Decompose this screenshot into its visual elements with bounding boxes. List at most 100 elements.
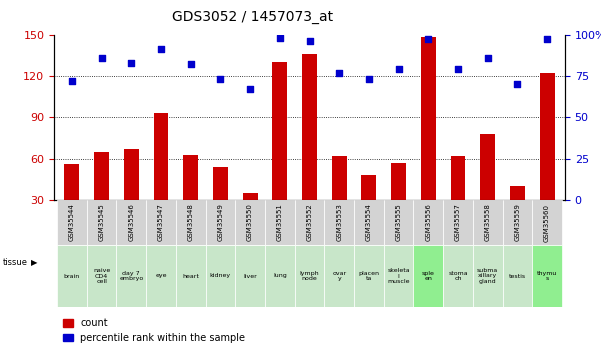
Text: eye: eye [155,274,166,278]
Bar [325,200,354,245]
Bar [57,245,87,307]
Point [424,37,433,42]
Text: GSM35551: GSM35551 [277,204,283,241]
Text: liver: liver [243,274,257,278]
Text: GSM35552: GSM35552 [307,204,313,241]
Bar [235,200,265,245]
Text: GSM35545: GSM35545 [99,204,105,241]
Bar [265,245,294,307]
Text: GSM35556: GSM35556 [426,204,432,241]
Text: GSM35546: GSM35546 [128,204,134,241]
Text: GSM35558: GSM35558 [485,204,491,241]
Point [364,77,374,82]
Text: lung: lung [273,274,287,278]
Bar [354,200,384,245]
Text: testis: testis [509,274,526,278]
Bar [176,200,206,245]
Text: GSM35548: GSM35548 [188,204,194,241]
Point [156,47,166,52]
Bar [473,245,502,307]
Bar [413,245,443,307]
Bar [294,245,325,307]
Text: GSM35557: GSM35557 [455,204,461,241]
Bar [354,245,384,307]
Point [453,67,463,72]
Bar [421,37,436,200]
Bar [302,54,317,200]
Point [483,55,493,60]
Bar [146,245,176,307]
Bar [451,156,465,200]
Bar [502,200,532,245]
Point [97,55,106,60]
Bar [294,200,325,245]
Text: GSM35549: GSM35549 [218,204,224,241]
Text: skeleta
l
muscle: skeleta l muscle [387,268,410,284]
Bar [235,245,265,307]
Point [126,60,136,66]
Point [275,35,285,41]
Bar [540,73,555,200]
Point [305,38,314,44]
Bar [272,62,287,200]
Bar [124,149,139,200]
Text: kidney: kidney [210,274,231,278]
Bar [57,200,87,245]
Text: day 7
embryо: day 7 embryо [119,270,144,282]
Bar [117,245,146,307]
Bar [480,134,495,200]
Point [394,67,403,72]
Bar [146,200,176,245]
Text: GSM35544: GSM35544 [69,204,75,241]
Point [245,86,255,92]
Text: lymph
node: lymph node [300,270,319,282]
Point [216,77,225,82]
Bar [332,156,347,200]
Bar [87,245,117,307]
Bar [384,200,413,245]
Point [542,37,552,42]
Bar [502,245,532,307]
Bar [64,164,79,200]
Bar [391,163,406,200]
Bar [443,200,473,245]
Bar [532,245,562,307]
Text: GSM35550: GSM35550 [247,204,253,241]
Text: ▶: ▶ [31,258,38,267]
Bar [206,245,235,307]
Text: brain: brain [64,274,80,278]
Point [67,78,77,83]
Text: placen
ta: placen ta [358,270,379,282]
Text: heart: heart [182,274,199,278]
Bar [443,245,473,307]
Bar [532,200,562,245]
Bar [265,200,294,245]
Point [513,81,522,87]
Text: GSM35559: GSM35559 [514,204,520,241]
Text: naive
CD4
cell: naive CD4 cell [93,268,110,284]
Bar [213,167,228,200]
Text: stoma
ch: stoma ch [448,270,468,282]
Text: sple
en: sple en [422,270,435,282]
Bar [413,200,443,245]
Text: tissue: tissue [2,258,28,267]
Bar [154,113,168,200]
Text: GSM35547: GSM35547 [158,204,164,241]
Text: subma
xillary
gland: subma xillary gland [477,268,498,284]
Text: GDS3052 / 1457073_at: GDS3052 / 1457073_at [172,10,333,24]
Text: thymu
s: thymu s [537,270,557,282]
Bar [117,200,146,245]
Bar [325,245,354,307]
Bar [206,200,235,245]
Bar [384,245,413,307]
Bar [510,186,525,200]
Text: GSM35560: GSM35560 [544,204,550,241]
Point [334,70,344,75]
Text: GSM35555: GSM35555 [395,204,401,241]
Bar [243,193,258,200]
Text: GSM35554: GSM35554 [366,204,372,241]
Bar [361,175,376,200]
Text: ovar
y: ovar y [332,270,346,282]
Bar [87,200,117,245]
Text: GSM35553: GSM35553 [336,204,342,241]
